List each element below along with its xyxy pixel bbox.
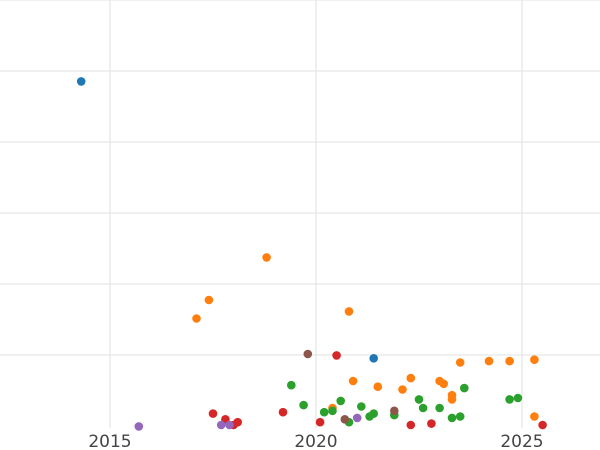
- data-point[interactable]: [344, 307, 354, 316]
- data-point[interactable]: [455, 412, 465, 421]
- data-point[interactable]: [348, 376, 358, 386]
- data-point[interactable]: [336, 396, 346, 406]
- data-point[interactable]: [484, 356, 494, 366]
- data-point[interactable]: [208, 409, 218, 418]
- data-point[interactable]: [538, 420, 547, 430]
- data-point[interactable]: [406, 420, 416, 430]
- data-point[interactable]: [455, 358, 465, 367]
- x-tick-label: 2015: [88, 432, 131, 450]
- grid-layer: [0, 0, 600, 428]
- points-layer: [76, 77, 547, 431]
- data-point[interactable]: [369, 409, 379, 418]
- data-point[interactable]: [398, 385, 407, 394]
- data-point[interactable]: [204, 295, 214, 305]
- data-point[interactable]: [505, 395, 514, 404]
- data-point[interactable]: [225, 420, 234, 430]
- data-point[interactable]: [216, 420, 226, 430]
- data-point[interactable]: [319, 407, 329, 417]
- data-point[interactable]: [418, 403, 428, 413]
- data-point[interactable]: [447, 413, 457, 423]
- data-point[interactable]: [303, 349, 313, 359]
- data-point[interactable]: [315, 417, 325, 427]
- data-point[interactable]: [299, 400, 308, 410]
- data-point[interactable]: [357, 402, 366, 411]
- data-point[interactable]: [427, 419, 436, 428]
- data-point[interactable]: [262, 253, 271, 262]
- data-point[interactable]: [373, 382, 383, 392]
- series-4: [134, 413, 362, 431]
- x-axis-ticks: 2015 2020 2025: [88, 432, 543, 450]
- data-point[interactable]: [460, 383, 469, 393]
- data-point[interactable]: [328, 406, 337, 416]
- data-point[interactable]: [134, 422, 144, 431]
- data-point[interactable]: [352, 413, 362, 423]
- data-point[interactable]: [414, 395, 424, 404]
- data-point[interactable]: [513, 393, 523, 403]
- data-point[interactable]: [530, 412, 539, 421]
- x-tick-label: 2020: [294, 432, 337, 450]
- data-point[interactable]: [530, 355, 539, 365]
- data-point[interactable]: [76, 77, 86, 86]
- data-point[interactable]: [505, 356, 514, 366]
- series-5: [303, 349, 399, 424]
- data-point[interactable]: [369, 354, 379, 363]
- data-point[interactable]: [406, 373, 416, 383]
- data-point[interactable]: [192, 314, 201, 323]
- data-point[interactable]: [435, 403, 444, 413]
- data-point[interactable]: [439, 379, 449, 389]
- data-point[interactable]: [447, 395, 457, 404]
- data-point[interactable]: [340, 415, 350, 424]
- series-0: [76, 77, 379, 363]
- data-point[interactable]: [332, 351, 341, 360]
- series-1: [192, 253, 539, 421]
- x-tick-label: 2025: [500, 432, 543, 450]
- data-point[interactable]: [390, 406, 399, 416]
- data-point[interactable]: [287, 380, 296, 390]
- data-point[interactable]: [278, 407, 288, 417]
